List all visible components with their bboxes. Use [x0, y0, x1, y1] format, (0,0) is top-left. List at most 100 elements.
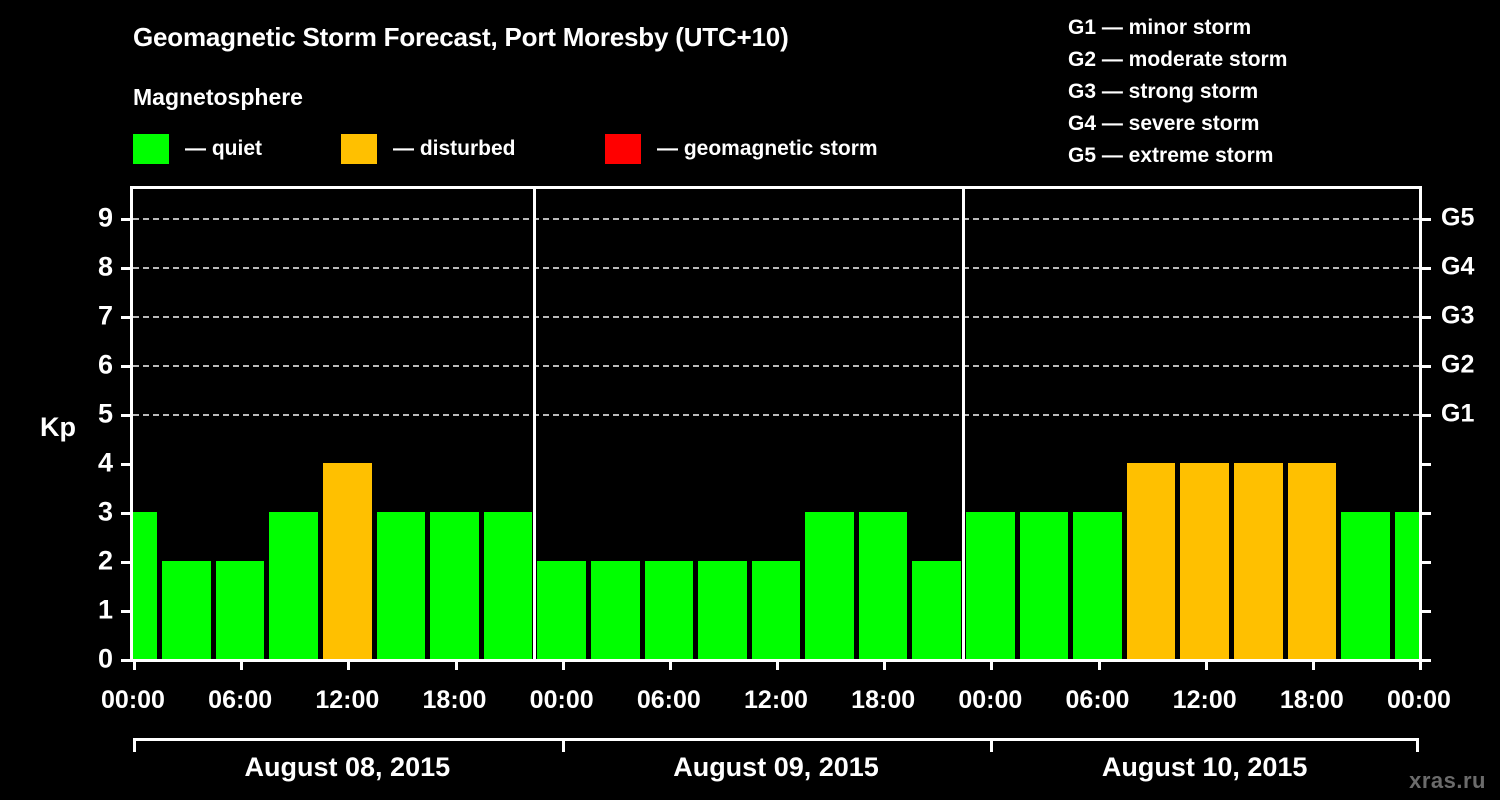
bar[interactable] — [644, 561, 694, 659]
plot-inner — [133, 189, 1419, 659]
gridline-kp-8 — [133, 267, 1419, 270]
x-axis-label: 06:00 — [1065, 686, 1130, 714]
legend-item-geomagnetic-storm: — geomagnetic storm — [605, 133, 878, 165]
date-axis-tick-3 — [1416, 738, 1419, 752]
y-tick-right-5 — [1419, 414, 1431, 418]
page-title: Geomagnetic Storm Forecast, Port Moresby… — [133, 22, 789, 52]
bar[interactable] — [590, 561, 640, 659]
bar[interactable] — [1341, 512, 1390, 659]
x-tick-0 — [133, 659, 136, 670]
y-axis-label-2: 2 — [97, 545, 113, 576]
bar[interactable] — [323, 463, 372, 659]
y-tick-right-9 — [1419, 218, 1431, 222]
bar[interactable] — [858, 512, 908, 659]
x-axis-label: 12:00 — [315, 686, 380, 714]
bar[interactable] — [1019, 512, 1069, 659]
gridline-kp-6 — [133, 365, 1419, 368]
bar[interactable] — [269, 512, 319, 659]
x-axis-label: 00:00 — [101, 686, 165, 714]
bar[interactable] — [1126, 463, 1176, 659]
y-axis-label-1: 1 — [97, 594, 113, 625]
x-tick-5 — [668, 659, 672, 670]
y-tick-right-8 — [1419, 267, 1431, 271]
day-divider-2 — [962, 189, 966, 659]
g-scale-axis-label-G1: G1 — [1441, 399, 1475, 428]
x-tick-8 — [990, 659, 994, 670]
bar[interactable] — [751, 561, 801, 659]
bar[interactable] — [376, 512, 426, 659]
legend-swatch-quiet — [133, 134, 169, 164]
chart-subtitle: Magnetosphere — [133, 84, 303, 110]
x-axis-label: 12:00 — [1172, 686, 1237, 714]
bar[interactable] — [537, 561, 586, 659]
date-axis-tick-1 — [561, 738, 565, 752]
x-tick-1 — [240, 659, 244, 670]
date-label: August 10, 2015 — [1101, 752, 1308, 782]
y-axis-label-6: 6 — [97, 349, 113, 380]
date-axis-tick-0 — [133, 738, 136, 752]
y-axis-label-8: 8 — [97, 251, 113, 282]
y-axis-label-4: 4 — [97, 447, 113, 478]
plot-area: 0 1 2 3 4 5 6 7 8 9 G1 G2 G3 G4 G5 — [98, 186, 1474, 672]
y-tick-left-1 — [121, 610, 133, 614]
legend-label-geomagnetic-storm: — geomagnetic storm — [657, 137, 878, 160]
gridline-kp-7 — [133, 316, 1419, 319]
legend-item-disturbed: — disturbed — [341, 133, 516, 165]
legend-swatch-geomagnetic-storm — [605, 134, 641, 164]
bar[interactable] — [430, 512, 479, 659]
bar[interactable] — [805, 512, 854, 659]
gscale-legend: G1 — minor storm G2 — moderate storm G3 — … — [1068, 12, 1488, 172]
bar[interactable] — [162, 561, 211, 659]
y-tick-right-4 — [1419, 463, 1431, 467]
y-tick-left-2 — [121, 561, 133, 565]
g-scale-axis-label-G2: G2 — [1441, 350, 1475, 379]
bar[interactable] — [912, 561, 962, 659]
bar[interactable] — [698, 561, 747, 659]
x-tick-12 — [1419, 659, 1422, 670]
date-label: August 09, 2015 — [673, 752, 879, 782]
x-axis-label: 18:00 — [1279, 686, 1344, 714]
x-tick-10 — [1204, 659, 1208, 670]
date-label: August 08, 2015 — [244, 752, 451, 782]
bar[interactable] — [1073, 512, 1122, 659]
gscale-row-g1: G1 — minor storm — [1068, 16, 1252, 39]
y-tick-left-4 — [121, 463, 133, 467]
x-tick-11 — [1311, 659, 1315, 670]
y-axis-title: Kp — [40, 412, 76, 442]
bar[interactable] — [966, 512, 1015, 659]
g-scale-axis-label-G5: G5 — [1441, 203, 1475, 232]
y-tick-left-3 — [121, 512, 133, 516]
bar[interactable] — [1287, 463, 1337, 659]
y-tick-left-7 — [121, 316, 133, 320]
date-axis-tick-2 — [990, 738, 994, 752]
bar[interactable] — [133, 512, 158, 659]
y-axis-label-7: 7 — [97, 300, 113, 331]
x-axis-label: 12:00 — [744, 686, 808, 714]
y-tick-left-5 — [121, 414, 133, 418]
gscale-row-g5: G5 — extreme storm — [1068, 144, 1274, 167]
legend-label-disturbed: — disturbed — [393, 137, 516, 160]
x-axis-label: 00:00 — [958, 686, 1023, 714]
x-tick-7 — [883, 659, 887, 670]
y-tick-right-3 — [1419, 512, 1431, 516]
y-axis-label-9: 9 — [97, 202, 113, 233]
y-tick-left-9 — [121, 218, 133, 222]
watermark: xras.ru — [1409, 768, 1486, 793]
bar[interactable] — [1180, 463, 1229, 659]
x-axis-label: 18:00 — [851, 686, 916, 714]
gscale-row-g2: G2 — moderate storm — [1068, 48, 1288, 71]
day-divider-1 — [533, 189, 537, 659]
bar[interactable] — [215, 561, 265, 659]
bar[interactable] — [1233, 463, 1283, 659]
legend-label-quiet: — quiet — [185, 137, 262, 160]
gridline-kp-5 — [133, 414, 1419, 417]
x-axis-label: 00:00 — [1387, 686, 1451, 714]
legend-swatch-disturbed — [341, 134, 377, 164]
bar[interactable] — [1394, 512, 1419, 659]
date-axis-line — [133, 738, 1419, 741]
bar[interactable] — [483, 512, 533, 659]
y-tick-right-7 — [1419, 316, 1431, 320]
gscale-row-g4: G4 — severe storm — [1068, 112, 1260, 135]
x-tick-9 — [1097, 659, 1101, 670]
color-legend: — quiet — disturbed — geomagnetic storm — [133, 133, 993, 165]
